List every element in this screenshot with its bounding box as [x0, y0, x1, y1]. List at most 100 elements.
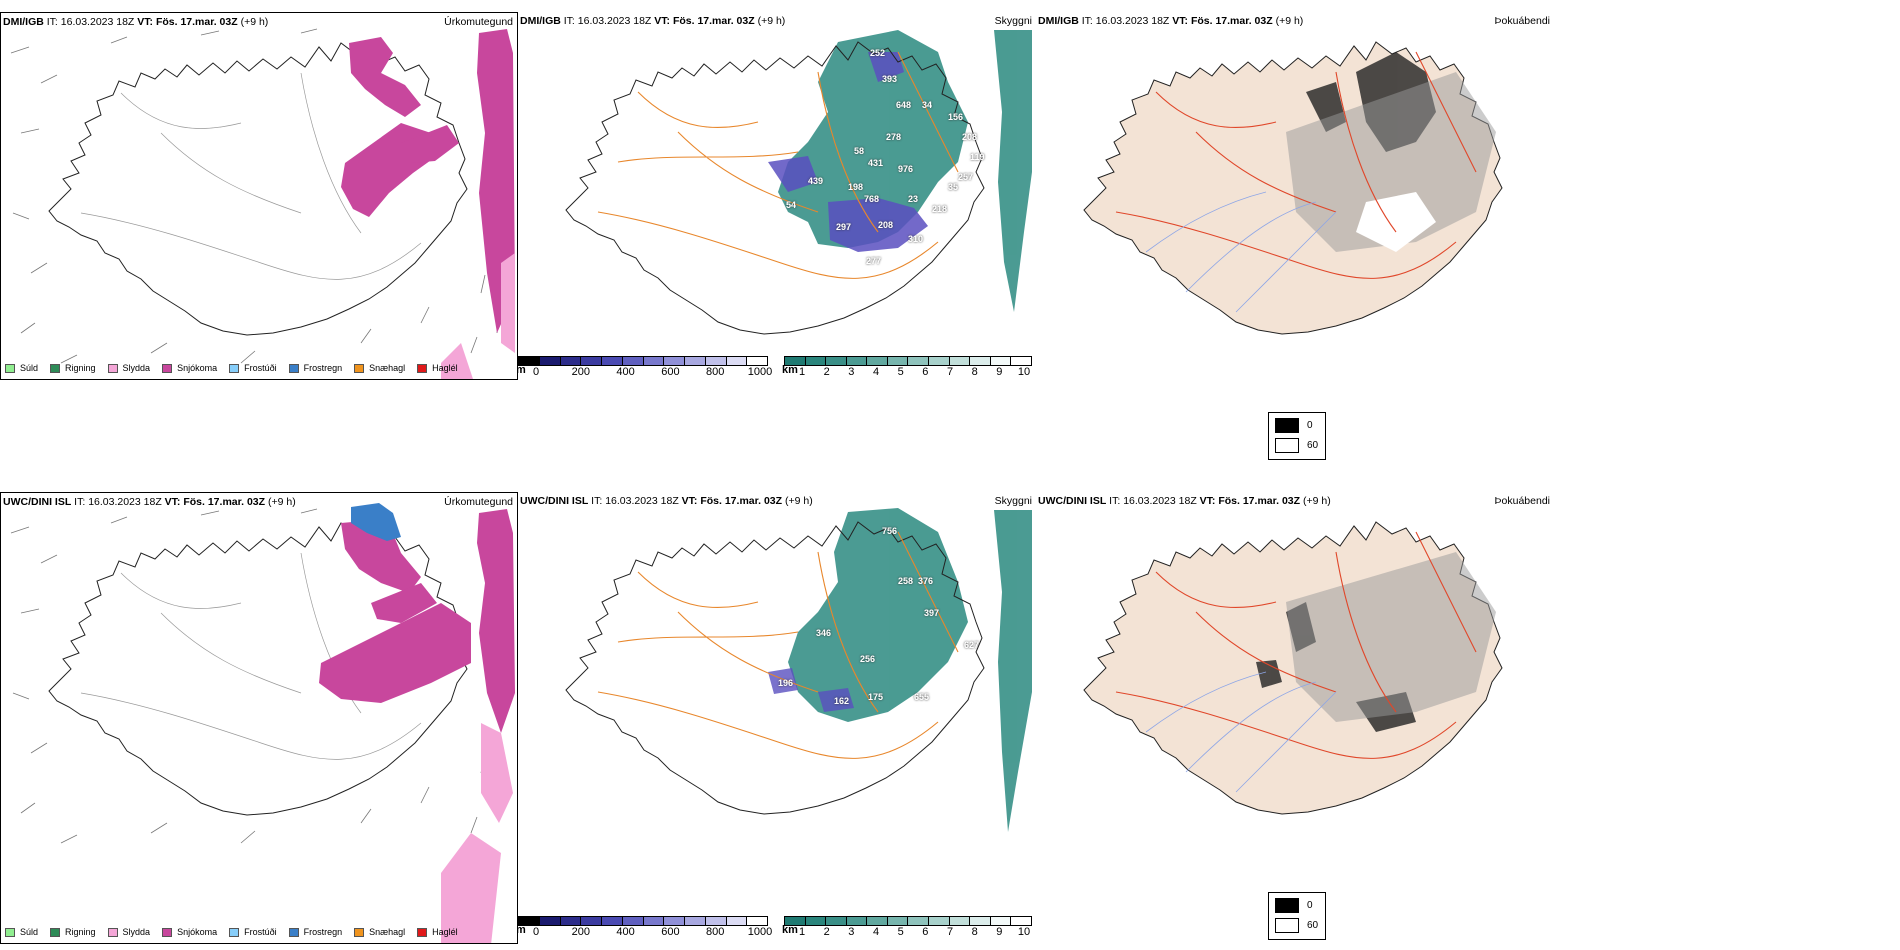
snow-areas: [319, 509, 515, 733]
legend-label: Snæhagl: [369, 363, 406, 373]
colorbar-swatch: [887, 917, 909, 925]
colorbar-unit: m: [518, 924, 526, 936]
colorbar-swatches: [518, 916, 768, 926]
fog-legend-label: 60: [1307, 920, 1319, 931]
legend-label: Frostregn: [303, 927, 343, 937]
legend-label: Frostregn: [303, 363, 343, 373]
colorbar-tick: 9: [996, 926, 1003, 938]
legend-swatch: [107, 363, 118, 373]
colorbar-swatch: [664, 357, 685, 365]
colorbar-ticks: 0 200 400 600 800 1000: [518, 366, 772, 378]
legend-swatch: [107, 927, 118, 937]
colorbar-swatch: [602, 917, 623, 925]
legend-swatch: [354, 927, 365, 937]
visibility-value-label: 208: [878, 220, 894, 230]
legend-label: Haglél: [432, 363, 458, 373]
colorbar-tick: 6: [922, 926, 929, 938]
roads-gray: [80, 72, 422, 280]
colorbar-tick: 200: [571, 366, 590, 378]
colorbar-swatch: [581, 917, 602, 925]
precip-legend: Súld Rigning Slydda Snjókoma Frostúði Frostre…: [5, 363, 458, 373]
legend-label: Rigning: [65, 927, 96, 937]
legend-label: Frostúði: [244, 927, 277, 937]
colorbar-swatch: [519, 357, 540, 365]
vis-teal-areas: [788, 508, 1032, 832]
legend-item: Slydda: [107, 363, 150, 373]
visibility-value-label: 431: [868, 158, 884, 168]
colorbar-swatch: [747, 357, 767, 365]
legend-item: Snæhagl: [354, 927, 405, 937]
colorbar-tick: 400: [616, 926, 635, 938]
colorbar-swatch: [867, 917, 888, 925]
legend-label: Frostúði: [244, 363, 277, 373]
colorbar-tick: 10: [1017, 926, 1031, 938]
colorbar-tick: 7: [946, 926, 954, 938]
colorbar-swatch: [805, 917, 827, 925]
fog-legend-item: 60: [1275, 918, 1318, 933]
fog-legend-item: 0: [1275, 898, 1313, 913]
elevation-colorbar: 0 200 400 600 800 1000 m: [518, 356, 772, 378]
colorbar-tick: 200: [571, 926, 590, 938]
legend-item: Frostúði: [229, 927, 277, 937]
visibility-value-label: 756: [882, 526, 898, 536]
colorbar-swatch: [970, 357, 991, 365]
freezing-rain-area: [351, 503, 401, 541]
colorbar-swatch: [581, 357, 602, 365]
colorbar-tick: 10: [1017, 366, 1031, 378]
legend-swatch: [5, 363, 15, 373]
colorbar-tick: 3: [848, 366, 855, 378]
visibility-panel-uwc: 756 258 376 397 346 256 196 162 175 655 627 UWC/DI…: [518, 492, 1036, 944]
colorbar-tick: 2: [823, 366, 830, 378]
colorbar-swatch: [705, 357, 727, 365]
visibility-value-label: 393: [882, 74, 898, 84]
colorbar-swatch: [805, 357, 827, 365]
colorbar-swatch: [519, 917, 540, 925]
colorbar-swatch: [949, 357, 971, 365]
fog-legend: 0 60: [1268, 412, 1326, 460]
legend-label: Rigning: [65, 363, 96, 373]
legend-swatch: [288, 363, 299, 373]
panel-header: UWC/DINI ISL IT: 16.03.2023 18Z VT: Fös.…: [1038, 495, 1331, 507]
visibility-map-uwc: [565, 508, 1032, 832]
rivers-blue: [1145, 671, 1337, 793]
legend-swatch: [417, 363, 428, 373]
colorbar-swatch: [560, 357, 582, 365]
fog-legend-label: 60: [1307, 440, 1319, 451]
colorbar-swatches: [784, 356, 1032, 366]
legend-label: Súld: [20, 363, 39, 373]
legend-swatch: [162, 363, 173, 373]
colorbar-swatch: [785, 917, 806, 925]
legend-item: Frostúði: [229, 363, 277, 373]
colorbar-swatch: [726, 917, 748, 925]
colorbar-swatch: [602, 357, 623, 365]
glacier-white: [1356, 192, 1436, 252]
panel-header: DMI/IGB IT: 16.03.2023 18Z VT: Fös. 17.m…: [3, 16, 269, 28]
colorbar-swatch: [726, 357, 748, 365]
panel-title: Úrkomutegund: [444, 496, 513, 508]
visibility-value-label: 257: [958, 172, 974, 182]
legend-label: Slydda: [122, 927, 151, 937]
colorbar-tick: 2: [823, 926, 830, 938]
sleet-areas: [441, 723, 513, 943]
visibility-value-label: 768: [864, 194, 880, 204]
roads-red: [1115, 51, 1477, 279]
panel-title: Þokuábendi: [1494, 495, 1550, 507]
roads-orange: [597, 51, 959, 279]
visibility-value-label: 119: [970, 152, 985, 162]
colorbar-unit: km: [782, 364, 798, 376]
visibility-map-dmi: [565, 30, 1032, 335]
visibility-value-label: 162: [834, 696, 850, 706]
legend-item: Súld: [5, 927, 38, 937]
fog-legend: 0 60: [1268, 892, 1326, 940]
panel-header: UWC/DINI ISL IT: 16.03.2023 18Z VT: Fös.…: [3, 496, 296, 508]
panel-title: Skyggni: [994, 495, 1032, 507]
colorbar-tick: 600: [661, 366, 680, 378]
snow-areas: [341, 29, 515, 333]
panel-header: DMI/IGB IT: 16.03.2023 18Z VT: Fös. 17.m…: [520, 15, 786, 27]
precip-type-map-dmi: [10, 28, 515, 379]
colorbar-swatch: [539, 917, 561, 925]
colorbar-tick: 1: [798, 926, 806, 938]
colorbar-swatch: [826, 917, 847, 925]
colorbar-tick: 8: [971, 926, 978, 938]
visibility-value-label: 156: [948, 112, 964, 122]
